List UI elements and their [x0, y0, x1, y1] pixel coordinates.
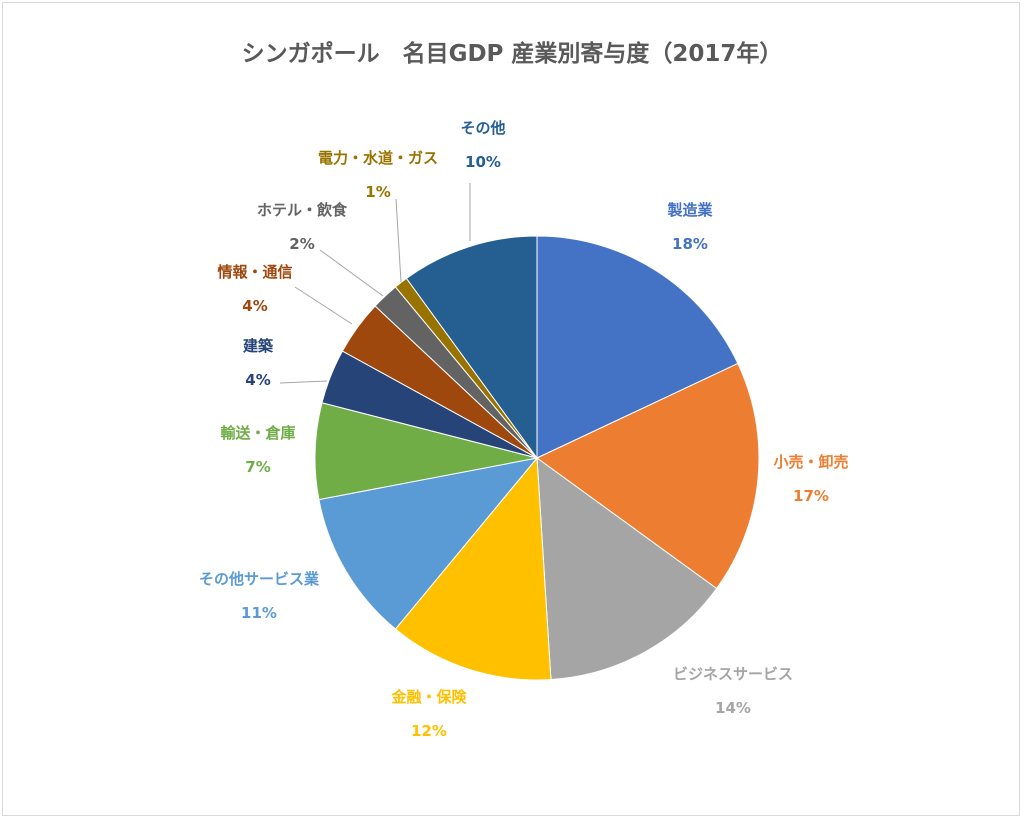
leader-line [279, 380, 328, 384]
slice-percent-label: 7% [245, 458, 270, 476]
slice-category-label: その他サービス業 [199, 570, 320, 588]
slice-percent-label: 4% [242, 297, 267, 315]
slice-percent-label: 11% [241, 604, 277, 622]
slice-category-label: 電力・水道・ガス [318, 149, 438, 167]
slice-category-label: その他 [460, 119, 505, 137]
slice-percent-label: 18% [672, 235, 708, 253]
slice-labels: 製造業 18% 小売・卸売 17% ビジネスサービス 14% 金融・保険 12% その他サービス… [199, 119, 849, 740]
pie-slice [536, 456, 718, 681]
slice-category-label: ビジネスサービス [673, 665, 793, 683]
slice-percent-label: 10% [465, 153, 501, 171]
slice-category-label: 製造業 [666, 201, 713, 219]
pie-slices [314, 235, 760, 681]
leader-line [319, 249, 384, 297]
slice-category-label: 建築 [243, 337, 274, 355]
slice-category-label: 小売・卸売 [773, 453, 848, 471]
pie-slice [536, 235, 739, 459]
leader-lines [279, 183, 471, 384]
pie-slice [405, 235, 538, 460]
slice-percent-label: 14% [715, 699, 751, 717]
pie-slice [394, 456, 552, 681]
slice-percent-label: 2% [289, 235, 314, 253]
slice-category-label: 情報・通信 [217, 263, 292, 281]
pie-slice [318, 457, 539, 630]
slice-category-label: 金融・保険 [390, 688, 467, 706]
slice-percent-label: 1% [365, 183, 390, 201]
chart-title: シンガポール 名目GDP 産業別寄与度（2017年） [242, 40, 783, 67]
slice-percent-label: 12% [411, 722, 447, 740]
leader-line [294, 286, 353, 325]
pie-slice [536, 362, 760, 590]
slice-category-label: ホテル・飲食 [257, 201, 348, 219]
slice-percent-label: 4% [245, 371, 270, 389]
leader-line [395, 198, 402, 283]
slice-percent-label: 17% [793, 487, 829, 505]
slice-category-label: 輸送・倉庫 [220, 424, 295, 442]
